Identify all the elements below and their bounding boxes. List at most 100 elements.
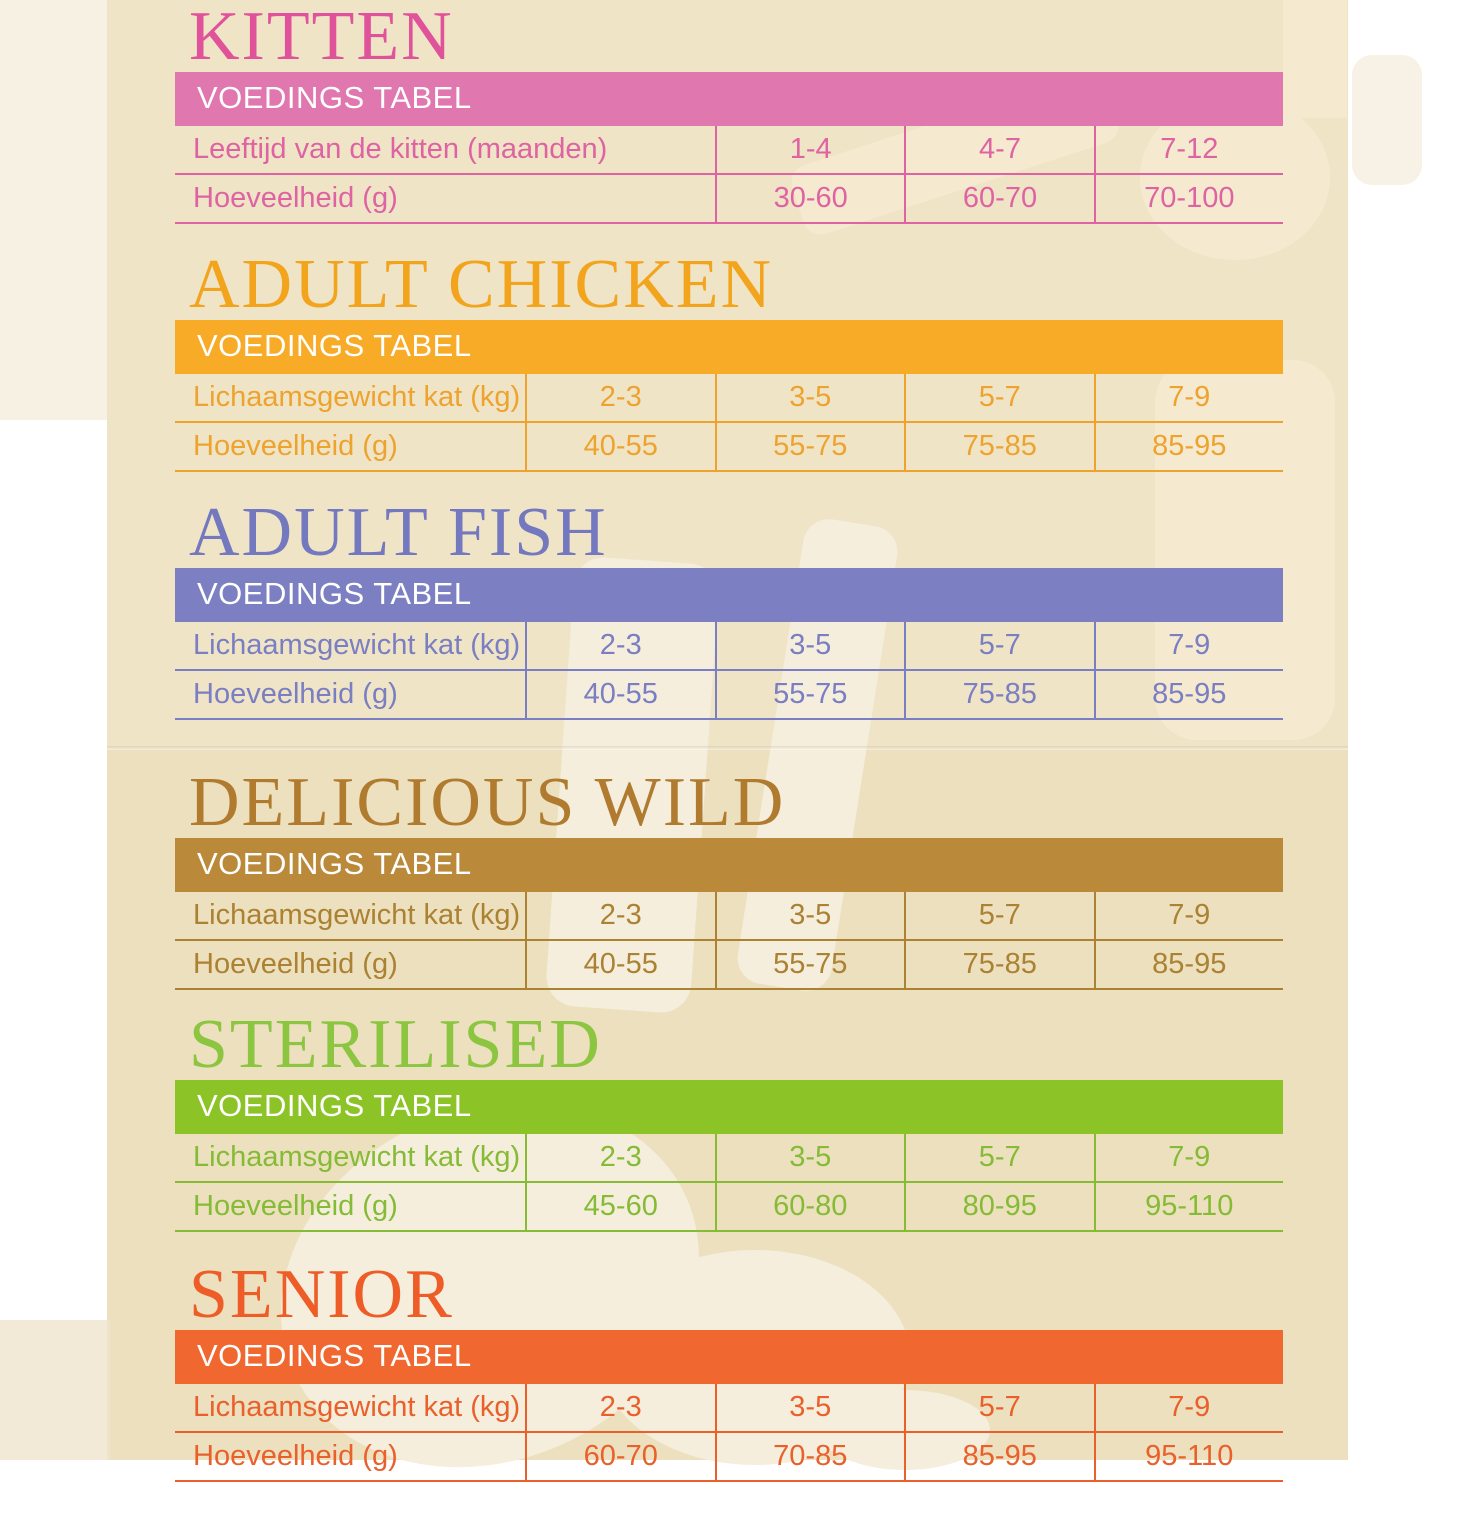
row-value: 7-9 xyxy=(1093,1134,1284,1181)
feeding-table: Lichaamsgewicht kat (kg) 2-3 3-5 5-7 7-9 Hoev… xyxy=(175,1384,1283,1482)
row-value: 30-60 xyxy=(715,175,904,222)
feeding-section-sterilised: STERILISED VOEDINGS TABEL Lichaamsgewich… xyxy=(175,1010,1283,1232)
row-value: 55-75 xyxy=(714,941,905,988)
voedings-tabel-header-label: VOEDINGS TABEL xyxy=(197,576,472,611)
row-label: Lichaamsgewicht kat (kg) xyxy=(193,1141,521,1173)
row-value: 3-5 xyxy=(714,374,905,421)
row-label: Hoeveelheid (g) xyxy=(193,1190,398,1222)
row-value: 7-9 xyxy=(1093,374,1284,421)
voedings-tabel-header-label: VOEDINGS TABEL xyxy=(197,80,472,115)
voedings-tabel-header-label: VOEDINGS TABEL xyxy=(197,846,472,881)
table-row: Hoeveelheid (g) 40-55 55-75 75-85 85-95 xyxy=(175,423,1283,472)
voedings-tabel-header-bar: VOEDINGS TABEL xyxy=(175,838,1283,892)
voedings-tabel-header-label: VOEDINGS TABEL xyxy=(197,328,472,363)
feeding-table: Lichaamsgewicht kat (kg) 2-3 3-5 5-7 7-9 Hoev… xyxy=(175,622,1283,720)
row-value: 2-3 xyxy=(525,374,715,421)
section-title: SENIOR xyxy=(189,1256,454,1333)
voedings-tabel-header-bar: VOEDINGS TABEL xyxy=(175,320,1283,374)
table-row: Leeftijd van de kitten (maanden) 1-4 4-7 7-… xyxy=(175,126,1283,175)
voedings-tabel-header-bar: VOEDINGS TABEL xyxy=(175,72,1283,126)
row-label: Lichaamsgewicht kat (kg) xyxy=(193,629,521,661)
section-title: STERILISED xyxy=(189,1006,602,1083)
row-value: 40-55 xyxy=(525,423,715,470)
row-value: 3-5 xyxy=(714,1384,905,1431)
row-value: 60-70 xyxy=(525,1433,715,1480)
voedings-tabel-header-label: VOEDINGS TABEL xyxy=(197,1338,472,1373)
row-value: 5-7 xyxy=(904,622,1094,669)
row-value: 7-12 xyxy=(1093,126,1283,173)
row-value: 75-85 xyxy=(904,941,1094,988)
row-value: 5-7 xyxy=(904,892,1094,939)
row-value: 95-110 xyxy=(1093,1183,1284,1230)
table-row: Hoeveelheid (g) 60-70 70-85 85-95 95-110 xyxy=(175,1433,1283,1482)
row-value: 85-95 xyxy=(1093,423,1284,470)
row-value: 3-5 xyxy=(714,892,905,939)
row-value: 60-80 xyxy=(714,1183,905,1230)
row-value: 80-95 xyxy=(904,1183,1094,1230)
row-label: Hoeveelheid (g) xyxy=(193,182,398,214)
row-value: 70-85 xyxy=(714,1433,905,1480)
row-label: Lichaamsgewicht kat (kg) xyxy=(193,381,521,413)
watermark-shape xyxy=(0,0,107,420)
section-title: DELICIOUS WILD xyxy=(189,764,786,841)
row-value: 60-70 xyxy=(904,175,1093,222)
feeding-section-adult-fish: ADULT FISH VOEDINGS TABEL Lichaamsgewich… xyxy=(175,498,1283,720)
table-row: Lichaamsgewicht kat (kg) 2-3 3-5 5-7 7-9 xyxy=(175,374,1283,423)
row-value: 7-9 xyxy=(1093,892,1284,939)
row-value: 7-9 xyxy=(1093,1384,1284,1431)
row-value: 2-3 xyxy=(525,1134,715,1181)
row-value: 1-4 xyxy=(715,126,904,173)
row-label: Lichaamsgewicht kat (kg) xyxy=(193,899,521,931)
row-value: 7-9 xyxy=(1093,622,1284,669)
section-title: ADULT FISH xyxy=(189,494,608,571)
row-value: 55-75 xyxy=(714,423,905,470)
feeding-table: Lichaamsgewicht kat (kg) 2-3 3-5 5-7 7-9 Hoev… xyxy=(175,892,1283,990)
feeding-section-adult-chicken: ADULT CHICKEN VOEDINGS TABEL Lichaamsgew… xyxy=(175,250,1283,472)
panel-seam-divider xyxy=(107,746,1348,750)
row-value: 5-7 xyxy=(904,1134,1094,1181)
row-value: 40-55 xyxy=(525,941,715,988)
row-value: 3-5 xyxy=(714,622,905,669)
row-value: 2-3 xyxy=(525,1384,715,1431)
row-value: 85-95 xyxy=(1093,941,1284,988)
row-value: 2-3 xyxy=(525,622,715,669)
row-value: 5-7 xyxy=(904,1384,1094,1431)
voedings-tabel-header-bar: VOEDINGS TABEL xyxy=(175,1080,1283,1134)
watermark-shape xyxy=(1283,0,1347,118)
feeding-table: Leeftijd van de kitten (maanden) 1-4 4-7 7-… xyxy=(175,126,1283,224)
table-row: Lichaamsgewicht kat (kg) 2-3 3-5 5-7 7-9 xyxy=(175,622,1283,671)
row-label: Leeftijd van de kitten (maanden) xyxy=(193,133,608,165)
row-value: 45-60 xyxy=(525,1183,715,1230)
table-row: Hoeveelheid (g) 40-55 55-75 75-85 85-95 xyxy=(175,941,1283,990)
row-value: 3-5 xyxy=(714,1134,905,1181)
table-row: Lichaamsgewicht kat (kg) 2-3 3-5 5-7 7-9 xyxy=(175,892,1283,941)
table-row: Lichaamsgewicht kat (kg) 2-3 3-5 5-7 7-9 xyxy=(175,1384,1283,1433)
row-value: 40-55 xyxy=(525,671,715,718)
section-title: KITTEN xyxy=(189,0,454,75)
row-value: 55-75 xyxy=(714,671,905,718)
row-value: 85-95 xyxy=(1093,671,1284,718)
row-value: 75-85 xyxy=(904,671,1094,718)
row-label: Hoeveelheid (g) xyxy=(193,430,398,462)
row-value: 2-3 xyxy=(525,892,715,939)
row-value: 75-85 xyxy=(904,423,1094,470)
feeding-section-senior: SENIOR VOEDINGS TABEL Lichaamsgewicht ka… xyxy=(175,1260,1283,1482)
feeding-section-kitten: KITTEN VOEDINGS TABEL Leeftijd van de ki… xyxy=(175,2,1283,224)
row-value: 95-110 xyxy=(1093,1433,1284,1480)
voedings-tabel-header-label: VOEDINGS TABEL xyxy=(197,1088,472,1123)
section-title: ADULT CHICKEN xyxy=(189,246,774,323)
row-label: Hoeveelheid (g) xyxy=(193,948,398,980)
table-row: Hoeveelheid (g) 45-60 60-80 80-95 95-110 xyxy=(175,1183,1283,1232)
voedings-tabel-header-bar: VOEDINGS TABEL xyxy=(175,568,1283,622)
voedings-tabel-header-bar: VOEDINGS TABEL xyxy=(175,1330,1283,1384)
watermark-shape xyxy=(1352,55,1422,185)
watermark-shape xyxy=(0,1320,110,1460)
watermark-shape xyxy=(1155,360,1335,740)
table-row: Lichaamsgewicht kat (kg) 2-3 3-5 5-7 7-9 xyxy=(175,1134,1283,1183)
table-row: Hoeveelheid (g) 30-60 60-70 70-100 xyxy=(175,175,1283,224)
row-value: 85-95 xyxy=(904,1433,1094,1480)
row-label: Lichaamsgewicht kat (kg) xyxy=(193,1391,521,1423)
feeding-table: Lichaamsgewicht kat (kg) 2-3 3-5 5-7 7-9 Hoev… xyxy=(175,1134,1283,1232)
row-label: Hoeveelheid (g) xyxy=(193,1440,398,1472)
row-value: 5-7 xyxy=(904,374,1094,421)
